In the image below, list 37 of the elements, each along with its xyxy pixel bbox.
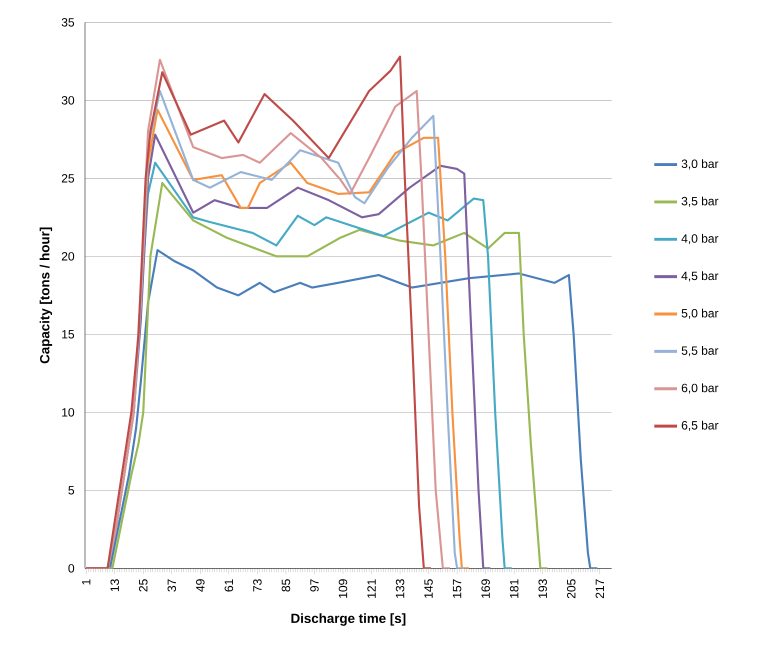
x-tick-label: 205	[567, 579, 576, 598]
x-axis-title: Discharge time [s]	[291, 613, 406, 626]
legend-label: 6,5 bar	[682, 420, 718, 431]
x-tick-label: 109	[338, 579, 348, 598]
y-tick-label: 0	[68, 564, 74, 573]
x-tick-label: 49	[196, 579, 205, 592]
x-tick-label: 13	[110, 579, 119, 592]
y-tick-label: 15	[62, 330, 74, 339]
y-tick-label: 10	[62, 408, 74, 417]
x-tick-label: 157	[452, 579, 462, 598]
legend-label: 6,0 bar	[682, 383, 718, 394]
x-tick-label: 1	[82, 579, 90, 584]
x-tick-label: 121	[367, 579, 376, 598]
legend-label: 3,5 bar	[682, 196, 718, 207]
x-tick-label: 73	[253, 579, 262, 592]
x-tick-label: 37	[168, 579, 176, 592]
x-tick-label: 61	[224, 579, 234, 592]
legend-label: 4,0 bar	[681, 234, 718, 244]
x-tick-label: 85	[282, 579, 290, 592]
x-tick-label: 217	[596, 579, 604, 598]
x-tick-label: 133	[396, 579, 404, 598]
y-tick-label: 25	[62, 174, 74, 183]
x-tick-label: 181	[510, 579, 518, 598]
x-tick-label: 145	[424, 579, 433, 598]
legend-label: 5,5 bar	[682, 346, 718, 356]
y-tick-label: 20	[62, 252, 74, 261]
x-tick-label: 25	[139, 579, 148, 592]
y-tick-label: 30	[62, 96, 74, 105]
y-tick-label: 35	[62, 18, 74, 27]
x-tick-label: 97	[310, 579, 319, 592]
x-tick-label: 193	[538, 579, 547, 598]
x-tick-label: 169	[481, 579, 490, 598]
legend-label: 3,0 bar	[682, 159, 718, 170]
y-axis-title: Capacity [tons / hour]	[40, 228, 52, 364]
legend-label: 4,5 bar	[681, 271, 718, 282]
y-tick-label: 5	[68, 486, 74, 495]
legend-label: 5,0 bar	[682, 308, 718, 319]
